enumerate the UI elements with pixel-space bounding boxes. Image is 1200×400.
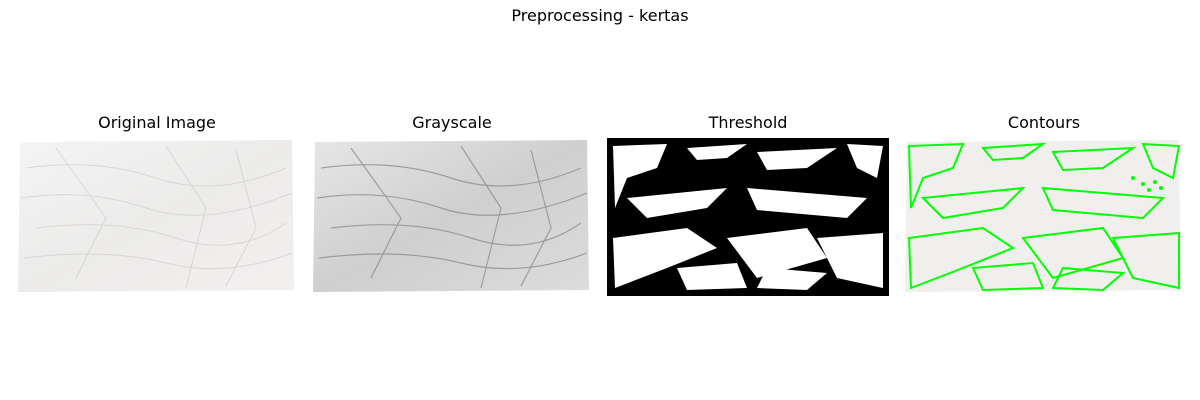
panel-grayscale: Grayscale xyxy=(311,112,593,296)
panel-title-contours: Contours xyxy=(1007,113,1081,132)
original-image xyxy=(18,140,294,292)
panel-threshold: Threshold xyxy=(607,112,889,296)
grayscale-image xyxy=(313,140,589,292)
panel-contours: Contours xyxy=(903,112,1185,296)
panel-title-grayscale: Grayscale xyxy=(412,113,492,132)
figure-title: Preprocessing - kertas xyxy=(511,6,689,25)
threshold-image xyxy=(607,138,889,296)
panel-original: Original Image xyxy=(16,112,298,296)
contours-image xyxy=(905,140,1181,292)
panel-title-threshold: Threshold xyxy=(708,113,788,132)
panel-title-original: Original Image xyxy=(98,113,216,132)
